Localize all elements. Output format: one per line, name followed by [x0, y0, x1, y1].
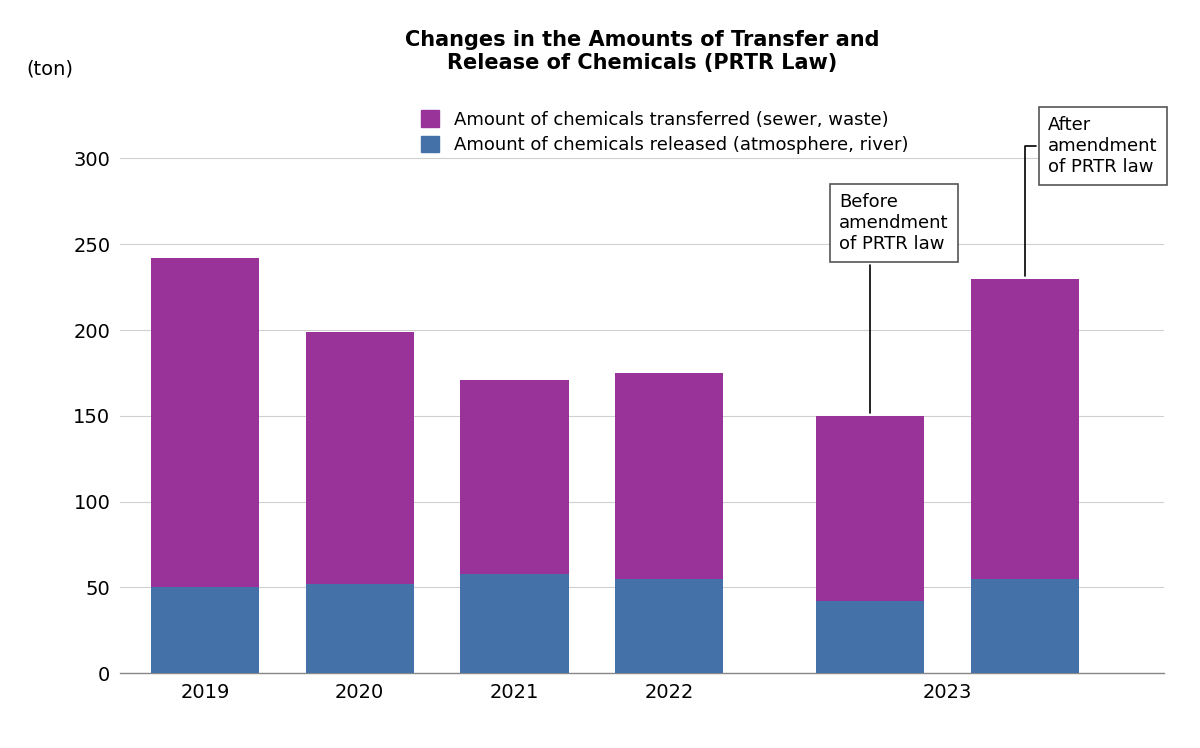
Text: (ton): (ton): [26, 59, 73, 78]
Bar: [151, 258, 259, 587]
Legend: Amount of chemicals transferred (sewer, waste), Amount of chemicals released (at: Amount of chemicals transferred (sewer, …: [421, 111, 908, 154]
Bar: [461, 574, 569, 673]
Bar: [306, 331, 414, 584]
Bar: [306, 584, 414, 673]
Bar: [971, 278, 1079, 579]
Bar: [151, 587, 259, 673]
Bar: [614, 373, 724, 579]
Title: Changes in the Amounts of Transfer and
Release of Chemicals (PRTR Law): Changes in the Amounts of Transfer and R…: [404, 30, 880, 73]
Text: Before
amendment
of PRTR law: Before amendment of PRTR law: [839, 193, 949, 413]
Bar: [971, 579, 1079, 673]
Bar: [816, 416, 924, 601]
Text: After
amendment
of PRTR law: After amendment of PRTR law: [1025, 116, 1158, 276]
Bar: [461, 380, 569, 574]
Bar: [816, 601, 924, 673]
Bar: [614, 579, 724, 673]
